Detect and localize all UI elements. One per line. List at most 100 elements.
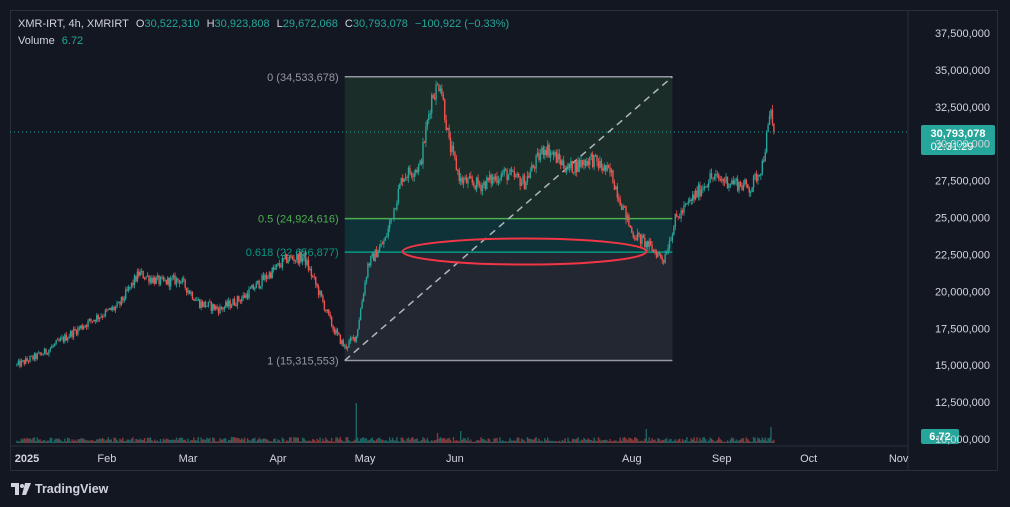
- candle-body: [25, 358, 27, 364]
- candle-body: [667, 248, 669, 254]
- volume-bar: [750, 441, 752, 443]
- candle-body: [416, 170, 418, 172]
- candle-body: [283, 258, 285, 259]
- highlight-ellipse[interactable]: [401, 237, 648, 266]
- volume-bar: [93, 440, 95, 443]
- candle-body: [607, 165, 610, 168]
- volume-bar: [680, 441, 682, 443]
- volume-bar: [283, 438, 285, 443]
- candle-body: [549, 153, 552, 158]
- x-tick-label: Oct: [800, 453, 817, 465]
- symbol-info[interactable]: XMR-IRT, 4h, XMRIRT: [18, 18, 129, 30]
- x-tick-label: Nov: [889, 453, 909, 465]
- volume-bar: [293, 437, 295, 443]
- volume-bar: [87, 440, 89, 443]
- last-price-badge[interactable]: [921, 125, 995, 156]
- volume-bar: [464, 438, 466, 443]
- tradingview-logo[interactable]: TradingView: [11, 482, 108, 496]
- candle-body: [545, 149, 547, 155]
- candle-body: [16, 363, 18, 366]
- candle-body: [663, 260, 665, 263]
- candle-body: [394, 208, 397, 210]
- volume-bar: [404, 441, 407, 443]
- volume-bar: [181, 437, 183, 443]
- volume-bar: [545, 440, 547, 443]
- volume-bar: [670, 438, 672, 443]
- candle-body: [639, 234, 642, 244]
- volume-bar: [765, 440, 768, 443]
- open-value: 30,522,310: [144, 18, 200, 30]
- candle-body: [252, 284, 255, 290]
- volume-bar: [552, 441, 555, 443]
- volume-bar: [729, 439, 732, 443]
- volume-bar: [52, 441, 54, 443]
- volume-bar: [593, 437, 595, 443]
- volume-bar: [96, 439, 98, 443]
- chart-frame[interactable]: [10, 10, 998, 471]
- volume-bar: [489, 439, 491, 443]
- volume-bar: [651, 438, 653, 443]
- candle-body: [122, 296, 124, 301]
- volume-bar: [744, 441, 746, 443]
- volume-bar: [127, 439, 130, 443]
- candle-body: [309, 268, 311, 270]
- volume-bar: [236, 438, 239, 443]
- candle-body: [512, 171, 514, 172]
- candle-body: [436, 84, 439, 86]
- volume-bar: [589, 439, 591, 443]
- candle-body: [55, 340, 57, 344]
- candle-body: [438, 84, 440, 91]
- volume-bar: [387, 441, 389, 443]
- candle-body: [515, 175, 517, 178]
- candle-body: [238, 296, 240, 301]
- high-label: H: [206, 18, 215, 30]
- candle-body: [255, 282, 257, 289]
- volume-bar: [286, 440, 288, 443]
- candle-body: [170, 277, 172, 287]
- candle-body: [78, 327, 81, 329]
- fib-trend-line[interactable]: [344, 76, 673, 362]
- candle-body: [167, 277, 169, 285]
- candle-body: [681, 210, 684, 213]
- volume-bar: [415, 439, 417, 443]
- volume-bar: [301, 437, 304, 443]
- volume-bar: [745, 437, 748, 443]
- candle-body: [172, 275, 175, 278]
- volume-bar: [390, 440, 392, 443]
- fibonacci-retracement[interactable]: 0 (34,533,678) 0.5 (24,924,616) 0.618 (22,…: [246, 72, 673, 368]
- y-tick-label: 17,500,000: [935, 323, 990, 335]
- candle-body: [471, 178, 473, 183]
- candle-body: [206, 306, 208, 307]
- volume-bar: [56, 439, 59, 443]
- volume-bar: [223, 438, 226, 443]
- candle-body: [475, 177, 478, 190]
- volume-bar: [142, 439, 144, 443]
- candle-body: [293, 259, 295, 262]
- candle-body: [210, 301, 212, 311]
- candle-body: [680, 210, 682, 219]
- volume-bar: [380, 439, 382, 443]
- volume-label[interactable]: Volume: [18, 35, 55, 47]
- candle-body: [155, 277, 157, 284]
- candle-body: [655, 252, 658, 258]
- candle-body: [597, 161, 600, 168]
- volume-bar: [374, 440, 376, 443]
- candle-body: [634, 237, 636, 239]
- volume-badge[interactable]: [921, 429, 959, 444]
- volume-bar: [333, 441, 336, 443]
- volume-bar: [149, 437, 152, 443]
- volume-bar: [435, 440, 437, 443]
- candle-body: [284, 254, 286, 259]
- volume-bar: [636, 439, 639, 443]
- candle-body: [116, 302, 118, 307]
- candle-body: [29, 356, 31, 362]
- candle-body: [225, 301, 227, 308]
- candle-body: [510, 169, 513, 172]
- candle-body: [765, 131, 768, 153]
- volume-bar: [723, 441, 726, 443]
- volume-bar: [499, 437, 501, 443]
- candle-body: [117, 302, 120, 304]
- candle-body: [468, 176, 471, 179]
